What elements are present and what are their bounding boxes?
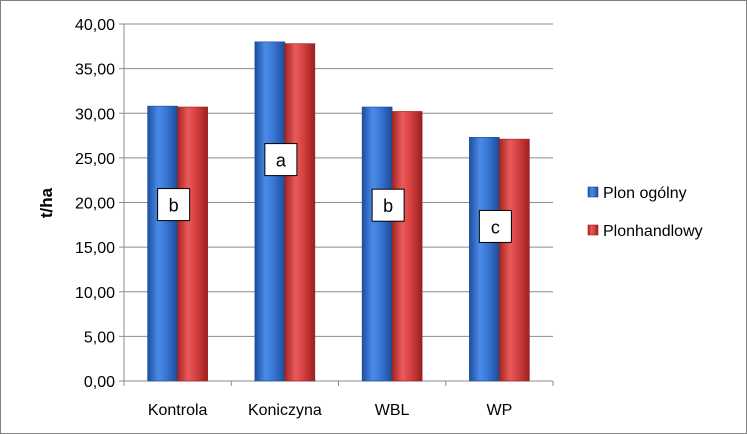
bar-plonhandlowy-koniczyna — [284, 43, 316, 382]
bar-plonhandlowy-kontrola — [177, 106, 208, 382]
group-label: b — [169, 196, 179, 216]
group-label: b — [383, 196, 393, 216]
group-label: a — [276, 151, 287, 171]
legend-swatch — [587, 224, 599, 236]
y-tick-label: 10,00 — [75, 285, 115, 302]
bar-plonhandlowy-wbl — [391, 111, 423, 382]
group-label: c — [491, 217, 500, 237]
y-tick-label: 40,00 — [75, 17, 115, 34]
group-label-box — [264, 143, 298, 177]
group-label-box — [371, 188, 405, 222]
axes: 0,00 5,00 10,00 15,00 20,00 25,00 30,00 35,00 40… — [75, 17, 554, 419]
bar-plon-ogolny-wbl — [361, 106, 393, 382]
legend-swatch — [587, 186, 599, 198]
y-axis-title: t/ha — [37, 187, 56, 218]
bar-plon-ogolny-kontrola — [147, 105, 178, 382]
x-category-label: WBL — [375, 402, 410, 419]
legend-label: Plonhandlowy — [603, 223, 703, 240]
y-tick-label: 5,00 — [84, 329, 115, 346]
y-tick-label: 35,00 — [75, 62, 115, 79]
legend-label: Plon ogólny — [603, 185, 687, 202]
y-tick-label: 25,00 — [75, 151, 115, 168]
group-label-box — [157, 188, 191, 222]
y-tick-label: 20,00 — [75, 196, 115, 213]
x-category-label: Koniczyna — [248, 402, 322, 419]
y-tick-label: 30,00 — [75, 106, 115, 123]
bar-plon-ogolny-koniczyna — [254, 41, 286, 382]
group-labels: b a b c — [157, 143, 512, 243]
x-category-label: WP — [486, 402, 512, 419]
bars — [147, 41, 530, 382]
y-tick-label: 15,00 — [75, 240, 115, 257]
x-category-label: Kontrola — [148, 402, 208, 419]
legend: Plon ogólny Plonhandlowy — [587, 185, 703, 240]
y-tick-label: 0,00 — [84, 374, 115, 391]
bar-plonhandlowy-wp — [499, 138, 530, 382]
bar-plon-ogolny-wp — [469, 137, 500, 382]
group-label-box — [478, 209, 512, 243]
